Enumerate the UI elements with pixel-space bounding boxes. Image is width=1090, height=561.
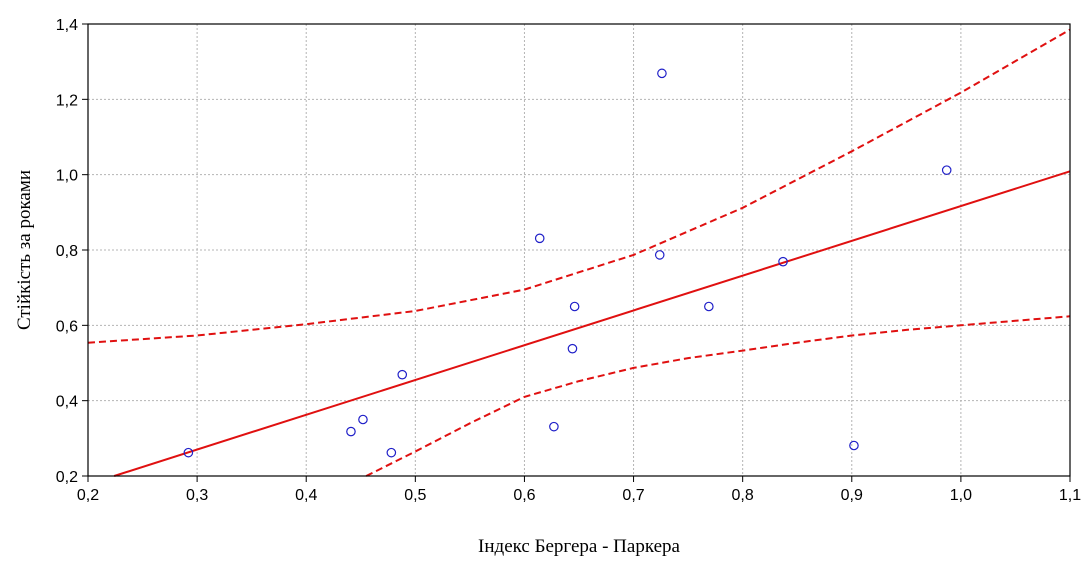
y-tick-label: 0,6 (56, 318, 78, 335)
data-point (346, 426, 356, 437)
confidence-bands (87, 28, 1071, 477)
x-tick-label: 1,1 (1059, 487, 1081, 504)
data-point (549, 421, 559, 432)
x-tick-label: 0,4 (295, 487, 317, 504)
data-point (657, 68, 667, 79)
data-point (358, 414, 368, 425)
x-tick-label: 0,8 (732, 487, 754, 504)
plot-frame (87, 23, 1071, 477)
x-axis-ticks: 0,2 0,3 0,4 0,5 0,6 0,7 0,8 0,9 1,0 1,1 (77, 476, 1081, 504)
x-tick-label: 0,2 (77, 487, 99, 504)
y-tick-label: 0,8 (56, 243, 78, 260)
x-axis-title: Індекс Бергера - Паркера (478, 536, 680, 557)
data-point (386, 447, 397, 458)
y-tick-label: 0,2 (56, 469, 78, 486)
data-point (534, 233, 545, 244)
data-point (941, 165, 952, 175)
data-point (778, 256, 788, 267)
data-point (183, 447, 194, 458)
data-points (183, 68, 952, 458)
x-tick-label: 0,7 (622, 487, 644, 504)
y-tick-label: 1,2 (56, 92, 78, 109)
y-axis-title: Стійкість за роками (14, 170, 35, 330)
y-tick-label: 0,4 (56, 394, 78, 411)
y-tick-label: 1,0 (56, 168, 78, 185)
y-axis-ticks: 0,2 0,4 0,6 0,8 1,0 1,2 1,4 (56, 17, 88, 486)
regression-line-group (113, 170, 1071, 477)
x-tick-label: 1,0 (950, 487, 972, 504)
data-point (397, 369, 408, 380)
confidence-band-upper (87, 28, 1071, 344)
data-point (654, 250, 665, 260)
confidence-band-lower (365, 315, 1071, 477)
x-tick-label: 0,6 (513, 487, 535, 504)
grid-lines (88, 24, 1070, 476)
data-point (567, 343, 578, 354)
x-tick-label: 0,9 (841, 487, 863, 504)
x-tick-label: 0,5 (404, 487, 426, 504)
regression-line (113, 170, 1071, 477)
data-point (569, 301, 580, 312)
x-tick-label: 0,3 (186, 487, 208, 504)
y-tick-label: 1,4 (56, 17, 78, 34)
data-point (849, 440, 859, 451)
data-point (704, 301, 714, 312)
